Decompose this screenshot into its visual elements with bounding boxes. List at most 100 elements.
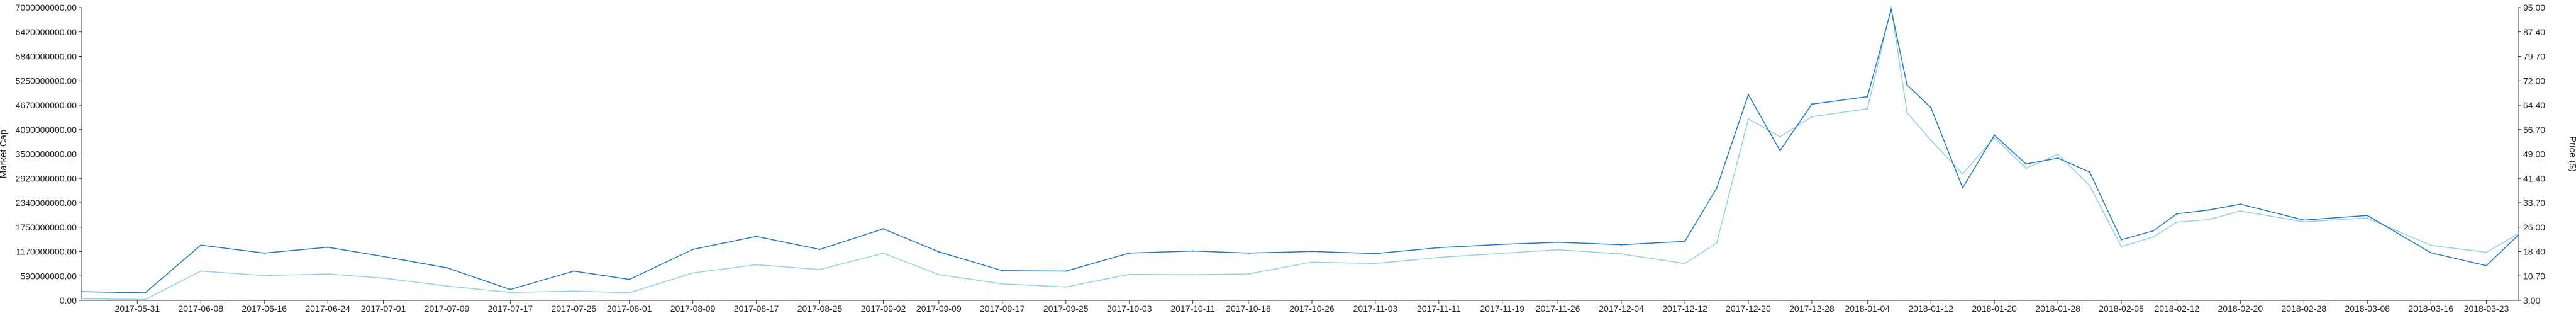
x-tick-label: 2018-02-28 — [2281, 304, 2326, 314]
data-point — [1192, 273, 1194, 276]
x-tick-label: 2018-01-20 — [1972, 304, 2017, 314]
series-layer — [80, 6, 2519, 300]
data-point — [1620, 253, 1623, 255]
data-point — [1716, 187, 1718, 190]
x-tick-label: 2018-01-28 — [2035, 304, 2080, 314]
series-left — [80, 9, 2519, 294]
data-point — [1684, 263, 1686, 264]
data-point — [382, 277, 384, 279]
data-point — [692, 248, 694, 251]
data-point — [509, 288, 511, 290]
data-point — [1684, 241, 1686, 242]
x-tick-label: 2018-01-04 — [1845, 304, 1890, 314]
y-left-tick-label: 1170000000.00 — [16, 247, 77, 257]
data-point — [1311, 251, 1313, 253]
x-tick-label: 2018-02-20 — [2218, 304, 2263, 314]
data-point — [2517, 233, 2519, 235]
y-right-tick-label: 79.70 — [2523, 52, 2545, 62]
x-tick-label: 2017-09-09 — [916, 304, 962, 314]
data-point — [2176, 213, 2178, 215]
data-point — [692, 272, 694, 274]
data-point — [628, 278, 630, 280]
data-point — [2057, 157, 2059, 159]
y-left-tick-label: 4090000000.00 — [16, 125, 77, 135]
data-point — [446, 266, 448, 269]
x-tick-label: 2017-09-02 — [861, 304, 906, 314]
x-tick-label: 2017-08-25 — [797, 304, 843, 314]
data-point — [819, 268, 821, 271]
data-point — [573, 290, 575, 292]
y-left-tick-label: 4670000000.00 — [16, 100, 77, 110]
data-point — [1747, 118, 1750, 120]
x-tick-label: 2017-06-16 — [242, 304, 287, 314]
y-left-tick-label: 590000000.00 — [20, 271, 77, 281]
series-line — [81, 7, 2519, 300]
data-point — [1716, 242, 1718, 244]
data-point — [2367, 217, 2368, 219]
x-tick-label: 2018-03-23 — [2464, 304, 2509, 314]
data-point — [1779, 136, 1781, 138]
x-tick-label: 2017-10-26 — [1289, 304, 1335, 314]
data-point — [1557, 249, 1559, 251]
y-right-tick-label: 95.00 — [2523, 3, 2545, 13]
data-point — [326, 273, 329, 275]
y-right-tick-label: 56.70 — [2523, 125, 2545, 135]
x-tick-label: 2017-08-09 — [670, 304, 716, 314]
data-point — [326, 246, 329, 248]
data-point — [1128, 273, 1130, 275]
data-point — [1501, 243, 1503, 246]
data-point — [1501, 252, 1503, 254]
data-point — [2089, 185, 2090, 186]
y-right-tick-label: 18.40 — [2523, 247, 2545, 257]
data-point — [819, 248, 821, 251]
data-point — [1867, 96, 1868, 98]
data-point — [1247, 252, 1250, 254]
data-point — [1374, 253, 1377, 254]
y-right-tick-label: 10.70 — [2523, 271, 2545, 281]
x-tick-label: 2017-08-01 — [607, 304, 652, 314]
data-point — [755, 236, 757, 237]
data-point — [1930, 106, 1932, 108]
data-point — [1993, 137, 1996, 139]
x-tick-label: 2018-02-12 — [2155, 304, 2200, 314]
x-tick-label: 2017-06-24 — [305, 304, 350, 314]
x-tick-label: 2017-12-12 — [1662, 304, 1707, 314]
x-tick-label: 2017-08-17 — [734, 304, 779, 314]
data-point — [2120, 239, 2123, 241]
data-point — [1620, 244, 1623, 246]
data-point — [1001, 270, 1003, 272]
data-point — [1811, 116, 1813, 118]
y-right-tick-label: 33.70 — [2523, 198, 2545, 208]
x-tick-label: 2017-10-03 — [1107, 304, 1152, 314]
data-point — [938, 273, 940, 276]
x-tick-label: 2017-07-01 — [361, 304, 406, 314]
data-point — [1930, 139, 1932, 141]
chart-axes — [81, 8, 2519, 301]
y-right-tick-label: 26.00 — [2523, 222, 2545, 232]
x-tick-label: 2018-03-16 — [2408, 304, 2453, 314]
y-left-tick-label: 6420000000.00 — [16, 27, 77, 37]
x-tick-label: 2017-10-18 — [1226, 304, 1271, 314]
data-point — [1065, 270, 1067, 272]
data-point — [882, 228, 884, 230]
data-point — [1128, 252, 1130, 254]
data-point — [1438, 256, 1440, 258]
data-point — [2367, 214, 2368, 217]
data-point — [628, 292, 630, 294]
y-left-tick-label: 7000000000.00 — [16, 3, 77, 13]
data-point — [2517, 234, 2519, 236]
data-point — [1192, 250, 1194, 252]
data-point — [1867, 108, 1868, 110]
data-point — [2207, 219, 2210, 220]
x-axis-ticks: 2017-05-31 2017-06-08 2017-06-16 2017-06-24… — [115, 300, 2509, 314]
y-left-tick-label: 3500000000.00 — [16, 149, 77, 159]
x-tick-label: 2017-12-04 — [1599, 304, 1644, 314]
data-point — [1906, 111, 1908, 113]
y-right-axis-ticks: 3.00 10.70 18.40 26.00 33.70 41.40 49.00 56.70 6… — [2518, 3, 2545, 305]
data-point — [2303, 220, 2305, 223]
data-point — [264, 275, 265, 276]
data-point — [2240, 210, 2241, 212]
data-point — [2025, 163, 2027, 165]
y-left-tick-label: 5840000000.00 — [16, 52, 77, 62]
data-point — [144, 298, 147, 300]
